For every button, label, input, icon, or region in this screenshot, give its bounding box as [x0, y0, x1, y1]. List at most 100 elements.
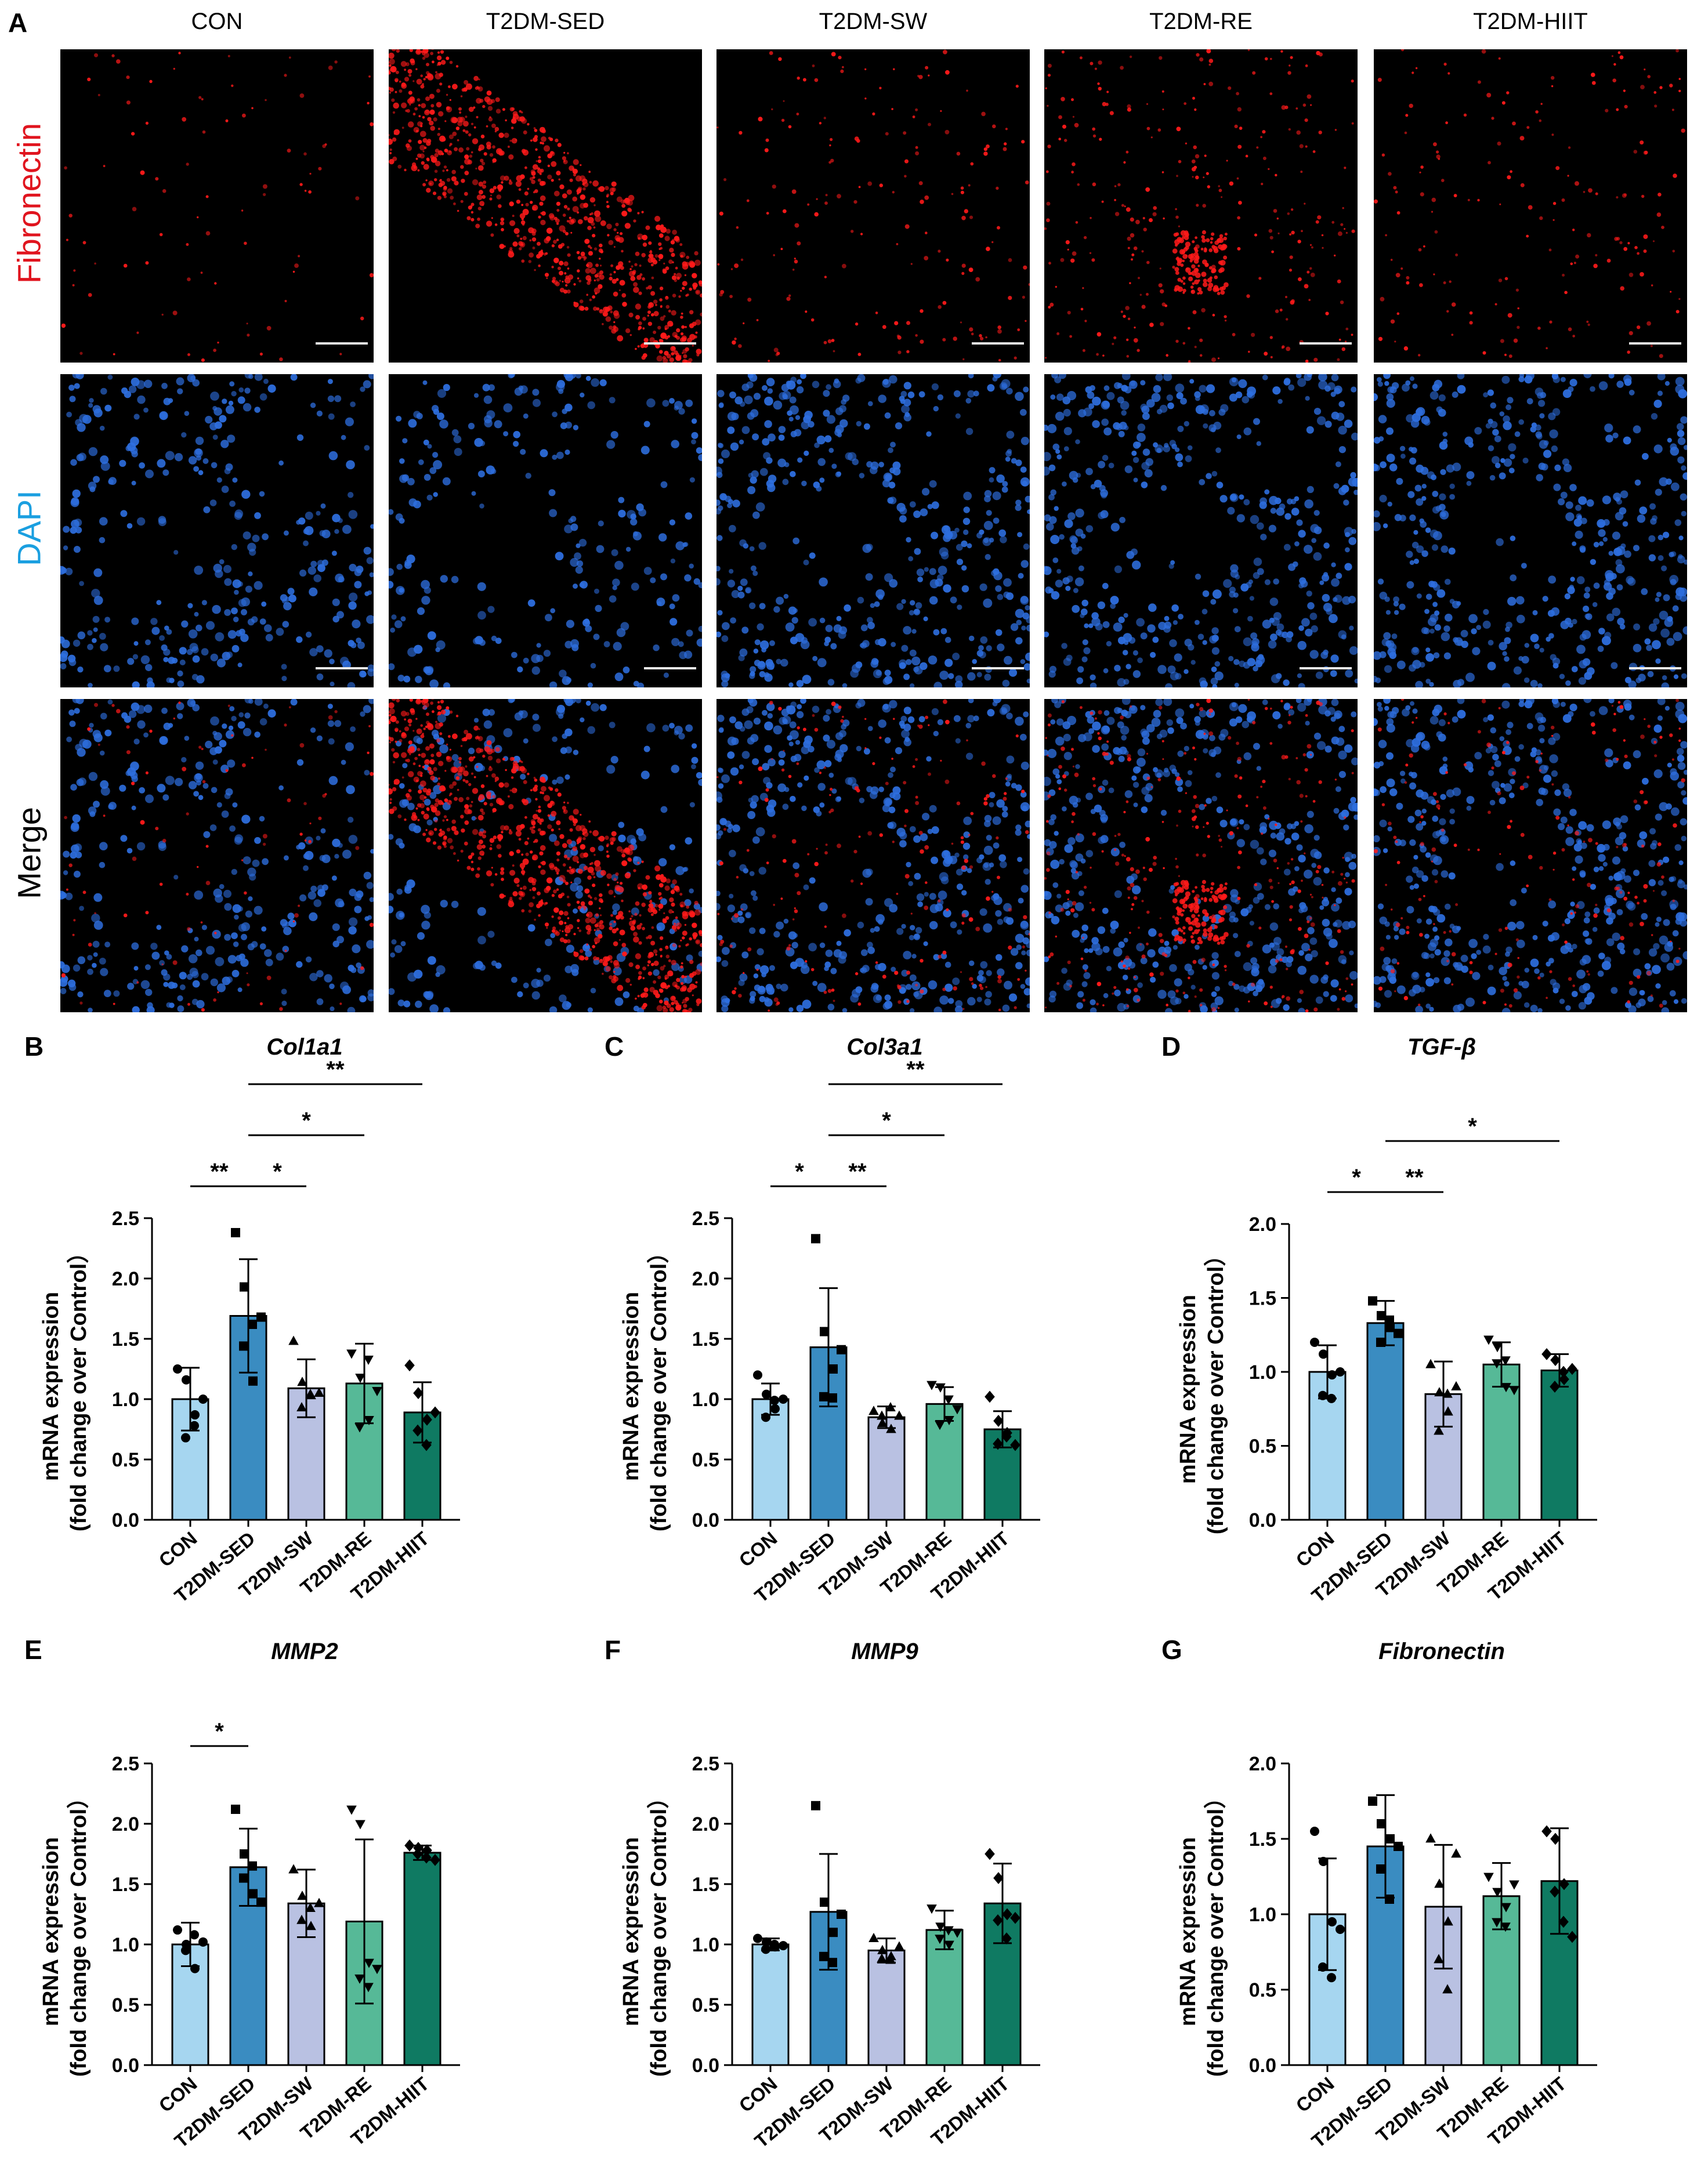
column-header-sw: T2DM-SW [819, 9, 928, 34]
y-tick-label: 2.5 [692, 1753, 719, 1775]
column-header-sed: T2DM-SED [486, 9, 605, 34]
data-point [1376, 1338, 1385, 1347]
data-point [770, 1396, 779, 1406]
y-axis-label-line2: (fold change over Control） [647, 1241, 671, 1531]
data-point [877, 1944, 888, 1954]
data-point [1434, 1954, 1444, 1964]
data-point [1385, 1315, 1394, 1325]
row-label-dapi: DAPI [10, 490, 48, 566]
y-axis-label-line2: (fold change over Control） [1204, 1244, 1228, 1534]
y-tick-label: 2.0 [692, 1813, 719, 1835]
data-point [993, 1872, 1004, 1884]
data-point [1385, 1323, 1395, 1332]
data-point [819, 1392, 828, 1401]
micrograph-fibronectin-t2dm-re [1044, 49, 1358, 363]
data-point [770, 1404, 780, 1414]
bar-t2dm-sed [1366, 1845, 1405, 2066]
significance-label: ** [210, 1159, 229, 1185]
x-tick-label: CON [155, 2073, 201, 2116]
data-point [297, 1890, 307, 1900]
data-point [837, 1910, 846, 1919]
data-point [877, 1953, 887, 1963]
error-bar-t2dm-sw [1434, 1360, 1453, 1428]
data-point [305, 1903, 316, 1912]
data-point [1327, 1917, 1337, 1926]
data-point [364, 1958, 374, 1968]
data-point [1318, 1390, 1327, 1400]
data-point [1492, 1359, 1502, 1369]
data-point [413, 1387, 424, 1399]
data-point [926, 1381, 937, 1390]
data-point [288, 1864, 299, 1874]
data-point [1310, 1338, 1319, 1347]
chart-panel-d: D TGF-β mRNA expression (fold change over C… [1137, 1027, 1682, 1607]
y-tick-label: 1.5 [1249, 1288, 1276, 1310]
row-label-fibronectin: Fibronectin [10, 122, 48, 284]
data-point [1319, 1349, 1328, 1359]
scale-bar [316, 667, 368, 669]
data-point [886, 1424, 896, 1433]
data-point [811, 1801, 820, 1810]
y-tick-label: 0.0 [112, 2055, 139, 2077]
data-point [296, 1401, 307, 1411]
data-point [828, 1958, 837, 1968]
data-point [1559, 1878, 1569, 1890]
micrograph-fibronectin-t2dm-hiit [1374, 49, 1687, 363]
data-point [354, 1974, 365, 1984]
data-point [412, 1424, 423, 1437]
data-point [1442, 1984, 1453, 1994]
data-point [1377, 1311, 1386, 1321]
y-tick-label: 0.5 [692, 1994, 719, 2016]
error-bar-t2dm-sed [819, 1853, 838, 1971]
data-point [1385, 1895, 1394, 1904]
data-point [231, 1805, 240, 1814]
chart-e-svg: E MMP2 mRNA expression (fold change over Co… [24, 1635, 460, 2152]
data-point [181, 1433, 190, 1443]
panel-letter-g: G [1161, 1635, 1182, 1665]
data-point [182, 1375, 191, 1385]
data-point [1001, 1430, 1012, 1443]
panel-letter-f: F [605, 1635, 621, 1665]
data-point [1492, 1343, 1503, 1353]
y-axis-label: mRNA expression [1176, 1837, 1200, 2026]
panel-letter-c: C [605, 1031, 624, 1062]
micrograph-dapi-t2dm-sw [716, 374, 1030, 687]
data-point [372, 1965, 382, 1975]
chart-f-svg: F MMP9 mRNA expression (fold change over Co… [605, 1635, 1040, 2152]
data-point [985, 1848, 995, 1860]
y-tick-label: 1.0 [1249, 1904, 1276, 1926]
data-point [1451, 1381, 1461, 1390]
chart-title: Col1a1 [266, 1034, 342, 1060]
y-axis-label: mRNA expression [619, 1292, 643, 1481]
y-tick-label: 1.5 [112, 1874, 139, 1896]
data-point [1550, 1381, 1560, 1393]
data-point [1559, 1373, 1569, 1386]
micrograph-merge-t2dm-sed [389, 699, 702, 1012]
data-point [248, 1889, 258, 1899]
data-point [1376, 1864, 1385, 1874]
data-point [1327, 1370, 1337, 1380]
data-point [753, 1370, 762, 1380]
bar-t2dm-hiit [1540, 1369, 1579, 1521]
data-point [355, 1374, 365, 1383]
data-point [886, 1951, 896, 1961]
chart-title: MMP9 [851, 1639, 918, 1664]
data-point [868, 1406, 879, 1415]
y-tick-label: 0.0 [692, 1509, 719, 1531]
y-axis-label: mRNA expression [39, 1837, 63, 2026]
data-point [288, 1335, 299, 1345]
y-axis-label: mRNA expression [619, 1837, 643, 2026]
y-tick-label: 1.5 [112, 1328, 139, 1350]
data-point [422, 1844, 432, 1857]
data-point [985, 1390, 995, 1403]
y-tick-label: 2.0 [1249, 1214, 1276, 1236]
data-point [811, 1234, 820, 1244]
y-tick-label: 2.0 [1249, 1753, 1276, 1775]
y-axis-label: mRNA expression [1176, 1295, 1200, 1484]
data-point [1501, 1383, 1511, 1393]
data-point [1483, 1335, 1494, 1345]
column-header-re: T2DM-RE [1149, 9, 1253, 34]
chart-g-svg: G Fibronectin mRNA expression (fold change … [1161, 1635, 1597, 2152]
data-point [364, 1415, 374, 1425]
